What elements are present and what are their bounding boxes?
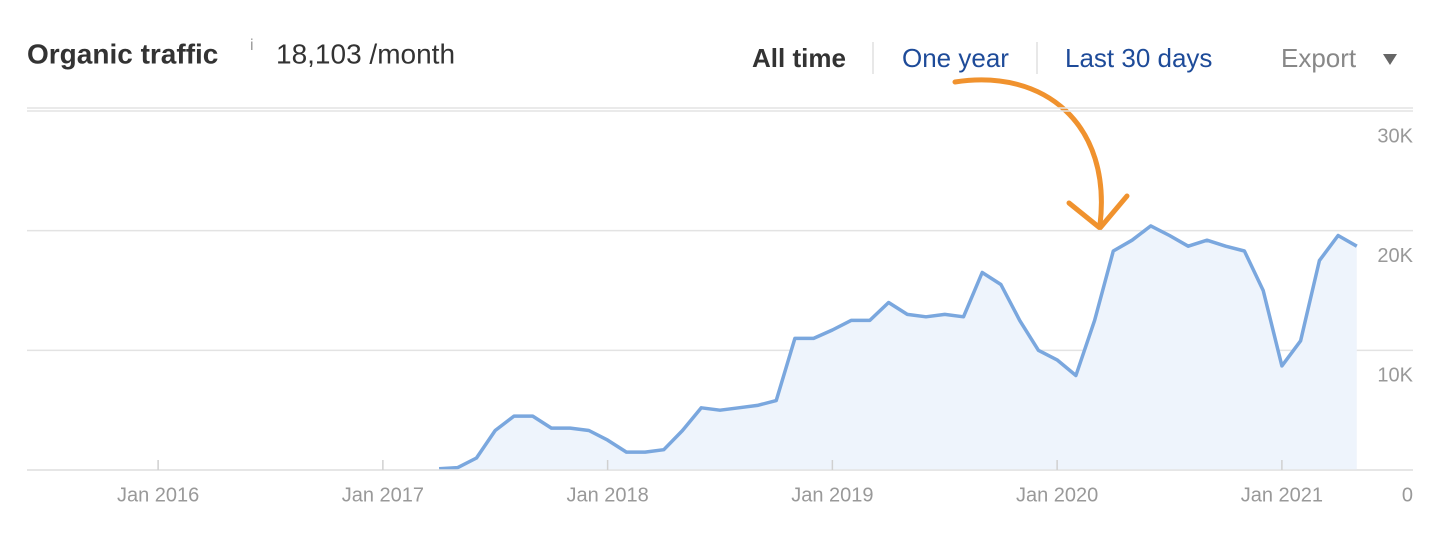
x-tick-label: Jan 2020 xyxy=(1016,484,1098,506)
x-tick-label: Jan 2017 xyxy=(342,484,424,506)
annotation-arrowhead xyxy=(1066,193,1130,231)
control-button[interactable]: Export xyxy=(1281,43,1357,73)
x-tick-label: Jan 2016 xyxy=(117,484,199,506)
y-tick-label: 10K xyxy=(1377,365,1413,387)
y-tick-label: 0 xyxy=(1402,484,1413,506)
chart-title: Organic traffic xyxy=(27,38,218,69)
control-button[interactable]: All time xyxy=(752,43,846,73)
area xyxy=(439,225,1357,470)
subtitle: 18,103 /month xyxy=(276,38,455,69)
annotation-arrow xyxy=(952,77,1104,228)
x-tick-label: Jan 2021 xyxy=(1241,484,1323,506)
y-tick-label: 30K xyxy=(1377,125,1413,147)
dropdown-caret[interactable] xyxy=(1383,54,1397,65)
x-tick-label: Jan 2019 xyxy=(791,484,873,506)
line xyxy=(438,224,1358,471)
y-tick-label: 20K xyxy=(1377,245,1413,267)
info-icon[interactable]: i xyxy=(250,37,254,54)
x-tick-label: Jan 2018 xyxy=(566,484,648,506)
control-button[interactable]: One year xyxy=(902,43,1009,73)
control-button[interactable]: Last 30 days xyxy=(1065,43,1212,73)
